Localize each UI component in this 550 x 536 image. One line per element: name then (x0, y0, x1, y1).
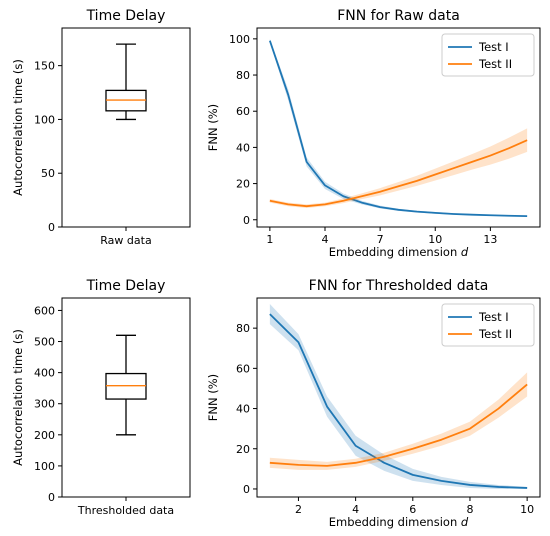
y-tick-label: 20 (236, 443, 250, 456)
y-tick-label: 20 (236, 178, 250, 191)
chart-title: Time Delay (86, 278, 166, 294)
y-tick-label: 40 (236, 403, 250, 416)
series-band-2 (269, 372, 528, 470)
x-tick-label: 6 (409, 503, 416, 516)
y-tick-label: 80 (236, 322, 250, 335)
x-category-label: Thresholded data (77, 504, 174, 517)
panel-3: Time Delay Autocorrelation time (s) 0 100 20… (11, 278, 191, 517)
x-tick-label: 10 (428, 233, 442, 246)
y-tick-label: 60 (236, 362, 250, 375)
y-tick-label: 150 (34, 60, 55, 73)
legend-label-2: Test II (478, 327, 512, 341)
plot-frame (61, 297, 191, 498)
chart-title: FNN for Thresholded data (309, 278, 489, 294)
series-line-2 (269, 383, 528, 467)
x-tick-label: 4 (321, 233, 328, 246)
chart-title: Time Delay (86, 8, 166, 24)
x-tick-label: 10 (520, 503, 534, 516)
y-tick-label: 50 (41, 167, 55, 180)
plot-frame (256, 27, 541, 228)
y-tick-label: 60 (236, 105, 250, 118)
legend-box (441, 33, 535, 77)
y-axis-label: FNN (%) (206, 104, 220, 151)
y-axis-label: Autocorrelation time (s) (11, 59, 25, 196)
y-tick-label: 100 (229, 33, 250, 46)
x-axis-label-variable: d (461, 245, 469, 259)
legend: Test I Test II (441, 303, 535, 347)
y-axis-label: FNN (%) (206, 374, 220, 421)
series-line-1 (269, 40, 528, 218)
legend-label-2: Test II (478, 57, 512, 71)
y-tick-label: 40 (236, 141, 250, 154)
x-category-label: Raw data (100, 234, 151, 247)
x-axis-label-text: Embedding dimension (329, 515, 461, 529)
legend-label-1: Test I (478, 40, 509, 54)
plot-frame (61, 27, 191, 228)
y-axis-label: Autocorrelation time (s) (11, 329, 25, 466)
y-tick-label: 200 (34, 429, 55, 442)
chart-title: FNN for Raw data (337, 8, 460, 24)
x-axis-label: Embedding dimension d (329, 515, 469, 529)
x-tick-label: 1 (266, 233, 273, 246)
panel-2: FNN for Raw data FNN (%) 0 20 40 60 80 100 1 4 7 10… (206, 8, 541, 259)
panel-1: Time Delay Autocorrelation time (s) 0 50 100… (11, 8, 191, 247)
y-tick-label: 0 (48, 491, 55, 504)
x-tick-label: 8 (466, 503, 473, 516)
series-band-1 (269, 304, 528, 489)
y-tick-label: 0 (48, 221, 55, 234)
plot-frame (256, 297, 541, 498)
x-tick-label: 7 (377, 233, 384, 246)
legend: Test I Test II (441, 33, 535, 77)
y-tick-label: 500 (34, 336, 55, 349)
y-tick-label: 100 (34, 460, 55, 473)
series-band-2 (269, 128, 528, 209)
y-tick-label: 80 (236, 69, 250, 82)
x-axis-label-variable: d (461, 515, 469, 529)
x-tick-label: 2 (295, 503, 302, 516)
x-axis-label: Embedding dimension d (329, 245, 469, 259)
legend-label-1: Test I (478, 310, 509, 324)
y-tick-label: 0 (243, 483, 250, 496)
y-tick-label: 400 (34, 367, 55, 380)
series-line-2 (269, 139, 528, 208)
series-line-1 (269, 313, 528, 489)
legend-box (441, 303, 535, 347)
x-tick-label: 13 (483, 233, 497, 246)
x-axis-label-text: Embedding dimension (329, 245, 461, 259)
y-tick-label: 0 (243, 214, 250, 227)
y-tick-label: 100 (34, 113, 55, 126)
x-tick-label: 4 (352, 503, 359, 516)
y-tick-label: 300 (34, 398, 55, 411)
y-tick-label: 600 (34, 304, 55, 317)
panel-4: FNN for Thresholded data FNN (%) 0 20 40 60 80… (206, 278, 541, 529)
